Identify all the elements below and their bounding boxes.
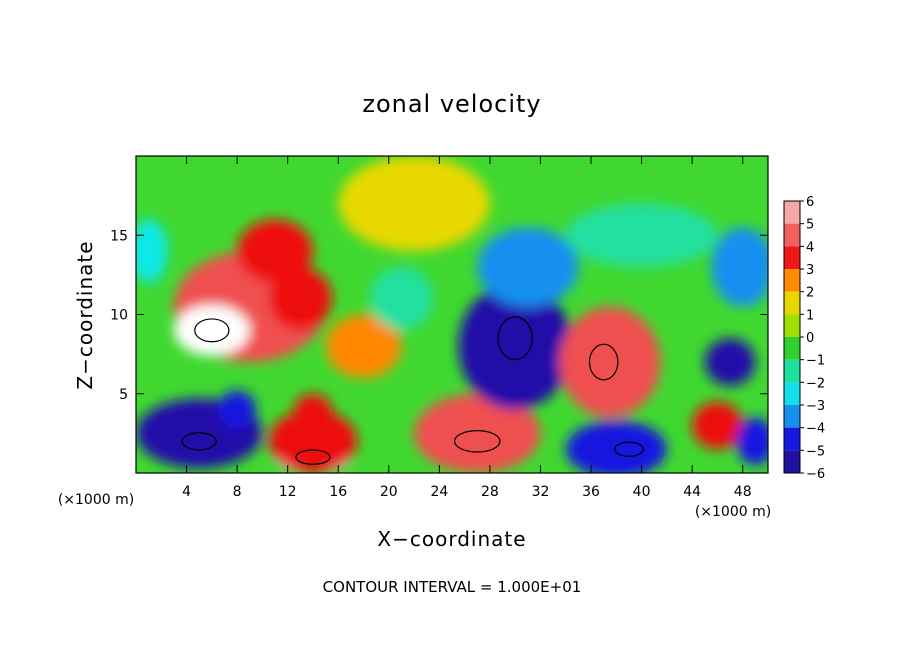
colorbar-label: −4 [806,422,825,437]
colorbar-segment [784,450,800,473]
colorbar-segment [784,427,800,451]
velocity-blob [218,390,257,429]
x-tick-label: 12 [279,484,297,500]
colorbar-segment [784,359,800,383]
colorbar-label: 6 [806,195,814,210]
y-axis-title: Z−coordinate [73,240,97,389]
x-tick-label: 8 [233,484,242,500]
contour-line [588,343,619,381]
x-tick-label: 16 [329,484,347,500]
velocity-blob [136,219,168,283]
colorbar-label: 2 [806,286,814,301]
velocity-blob [173,304,250,356]
colorbar-segment [784,291,800,315]
contour-line [181,432,217,451]
contour-line [194,318,230,343]
velocity-blob [692,401,743,450]
chart-title: zonal velocity [362,90,541,118]
x-unit-left: (×1000 m) [58,492,134,508]
x-tick-label: 28 [481,484,499,500]
x-axis-title: X−coordinate [377,527,526,551]
contour-lines [181,316,644,465]
colorbar: 6 5 4 3 2 1 0 −1 −2 −3 −4 −5 −6 [783,195,825,482]
x-tick-label: 20 [380,484,398,500]
velocity-blob [369,266,434,331]
colorbar-label: 4 [806,240,814,255]
x-tick-label: 44 [683,484,701,500]
colorbar-label: 3 [806,263,814,278]
y-tick-label: 10 [110,308,128,324]
contour-interval-footer: CONTOUR INTERVAL = 1.000E+01 [323,578,582,596]
velocity-blob [325,314,402,378]
x-tick-label: 4 [182,484,191,500]
colorbar-label: −1 [806,354,825,369]
x-unit-right: (×1000 m) [695,504,771,520]
x-tick-label: 48 [734,484,752,500]
velocity-blob [458,282,573,410]
colorbar-segment [784,314,800,337]
velocity-blob [711,227,768,307]
x-tick-label: 40 [633,484,651,500]
colorbar-segment [784,223,800,247]
velocity-blob [268,409,358,473]
colorbar-segment [784,405,800,428]
y-axis: 5 10 15 [110,228,768,403]
plot-area [135,155,769,474]
colorbar-label: −2 [806,376,825,391]
colorbar-label: 0 [806,331,814,346]
colorbar-label: −3 [806,399,825,414]
velocity-blob [268,266,332,331]
velocity-blob [338,156,490,252]
velocity-blob [704,338,756,386]
x-tick-label: 24 [430,484,448,500]
velocity-blob [477,227,579,307]
velocity-blob [414,393,541,473]
x-tick-label: 32 [532,484,550,500]
x-tick-label: 36 [582,484,600,500]
velocity-blob [559,306,661,418]
contour-line [295,449,331,465]
colorbar-segment [784,337,800,360]
colorbar-segment [784,382,800,405]
x-axis: 4 8 12 16 20 24 28 32 36 40 44 48 [182,156,752,500]
colorbar-label: −6 [806,467,825,482]
colorbar-label: 5 [806,218,814,233]
velocity-blob [294,393,332,426]
velocity-blob [565,420,667,473]
velocity-blob [237,219,313,283]
contour-line [497,316,533,361]
velocity-blob [565,203,718,267]
contour-line [614,441,644,457]
colorbar-segment [784,201,800,224]
colorbar-segment [784,269,800,292]
colorbar-segment [784,246,800,269]
colorbar-label: −5 [806,444,825,459]
contour-line [453,430,501,453]
velocity-field [136,156,768,473]
colorbar-label: 1 [806,308,814,323]
y-tick-label: 5 [119,387,128,403]
velocity-blob [736,417,768,466]
y-tick-label: 15 [110,228,128,244]
